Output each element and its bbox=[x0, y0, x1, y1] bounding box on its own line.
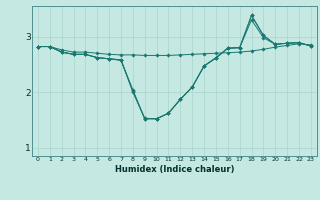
X-axis label: Humidex (Indice chaleur): Humidex (Indice chaleur) bbox=[115, 165, 234, 174]
